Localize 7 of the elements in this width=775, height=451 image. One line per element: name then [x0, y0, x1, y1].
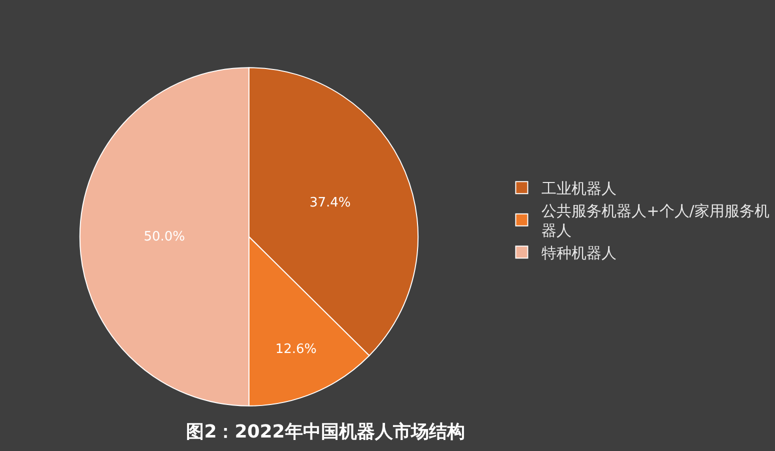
legend-label: 特种机器人: [542, 244, 617, 262]
text: 图2：2022年中国机器人市场结构: [186, 421, 465, 442]
data-label: 12.6%: [275, 342, 317, 357]
data-label: 50.0%: [144, 229, 186, 244]
legend-label: 工业机器人: [542, 179, 617, 198]
legend-label: 公共服务机器人+个人/家用服务机器人: [542, 202, 770, 240]
data-label: 37.4%: [309, 195, 351, 210]
